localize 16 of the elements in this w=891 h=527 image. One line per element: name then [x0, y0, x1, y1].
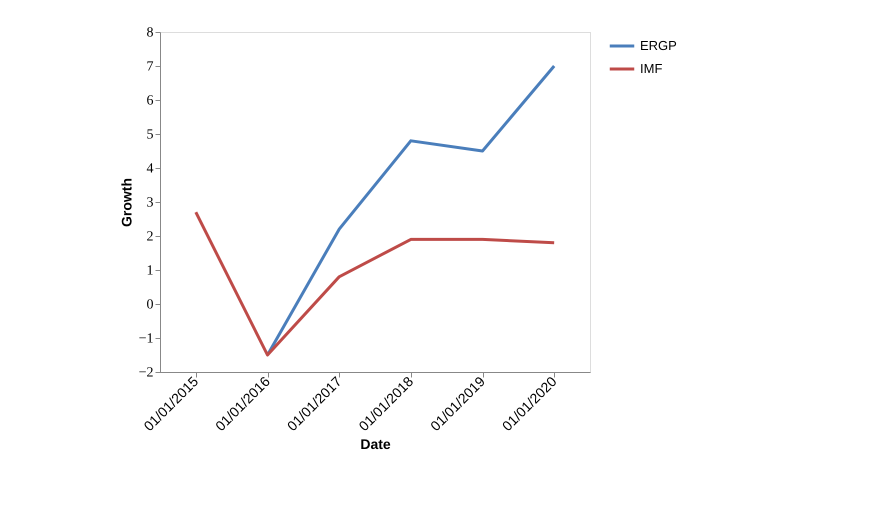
y-tick-label: 8	[146, 26, 154, 40]
y-tick-label: 7	[146, 60, 154, 74]
y-axis-title: Growth	[118, 178, 135, 227]
legend-label: ERGP	[640, 38, 677, 53]
y-tick-label: 5	[146, 128, 154, 142]
x-axis-title: Date	[360, 436, 391, 452]
legend-label: IMF	[640, 61, 662, 76]
y-tick-label: 6	[146, 94, 154, 108]
y-tick-label: 1	[146, 264, 154, 278]
y-tick-label: 2	[146, 230, 154, 244]
y-tick-label: 4	[146, 162, 154, 176]
y-tick-label: −2	[138, 366, 154, 380]
y-tick-label: 3	[146, 196, 154, 210]
y-tick-label: 0	[146, 298, 154, 312]
line-series	[194, 210, 556, 356]
y-tick-label: −1	[138, 332, 154, 346]
